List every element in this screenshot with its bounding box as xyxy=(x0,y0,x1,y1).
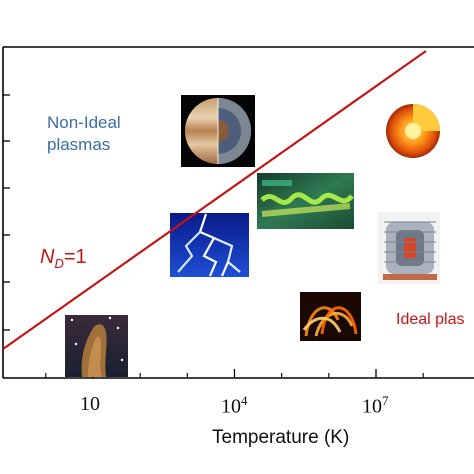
nd-symbol: N xyxy=(40,246,55,268)
nebula-image xyxy=(65,315,128,377)
ideal-region-label: Ideal plas xyxy=(396,311,465,328)
x-tick-label-10: 10 xyxy=(80,393,100,415)
series-nd-line xyxy=(2,50,427,350)
axes xyxy=(2,46,474,379)
sun-interior-image xyxy=(385,97,441,167)
solar-flare-image xyxy=(300,292,361,341)
lightning-image xyxy=(170,213,249,277)
x-axis-label: Temperature (K) xyxy=(212,427,350,448)
jupiter-interior-image xyxy=(181,95,255,167)
x-tick-label-1e4: 104 xyxy=(221,393,248,418)
illustration-images xyxy=(65,95,441,377)
tokamak-image xyxy=(378,212,440,284)
laser-plasma-image xyxy=(257,173,354,229)
series-layer xyxy=(2,50,427,350)
nd-subscript: D xyxy=(54,256,64,271)
nd-rest: =1 xyxy=(63,246,87,268)
x-tick-label-1e7: 107 xyxy=(362,393,389,418)
nd-line-label: ND=1 xyxy=(40,246,87,271)
non-ideal-region-label: Non-Ideal plasmas xyxy=(47,113,121,154)
